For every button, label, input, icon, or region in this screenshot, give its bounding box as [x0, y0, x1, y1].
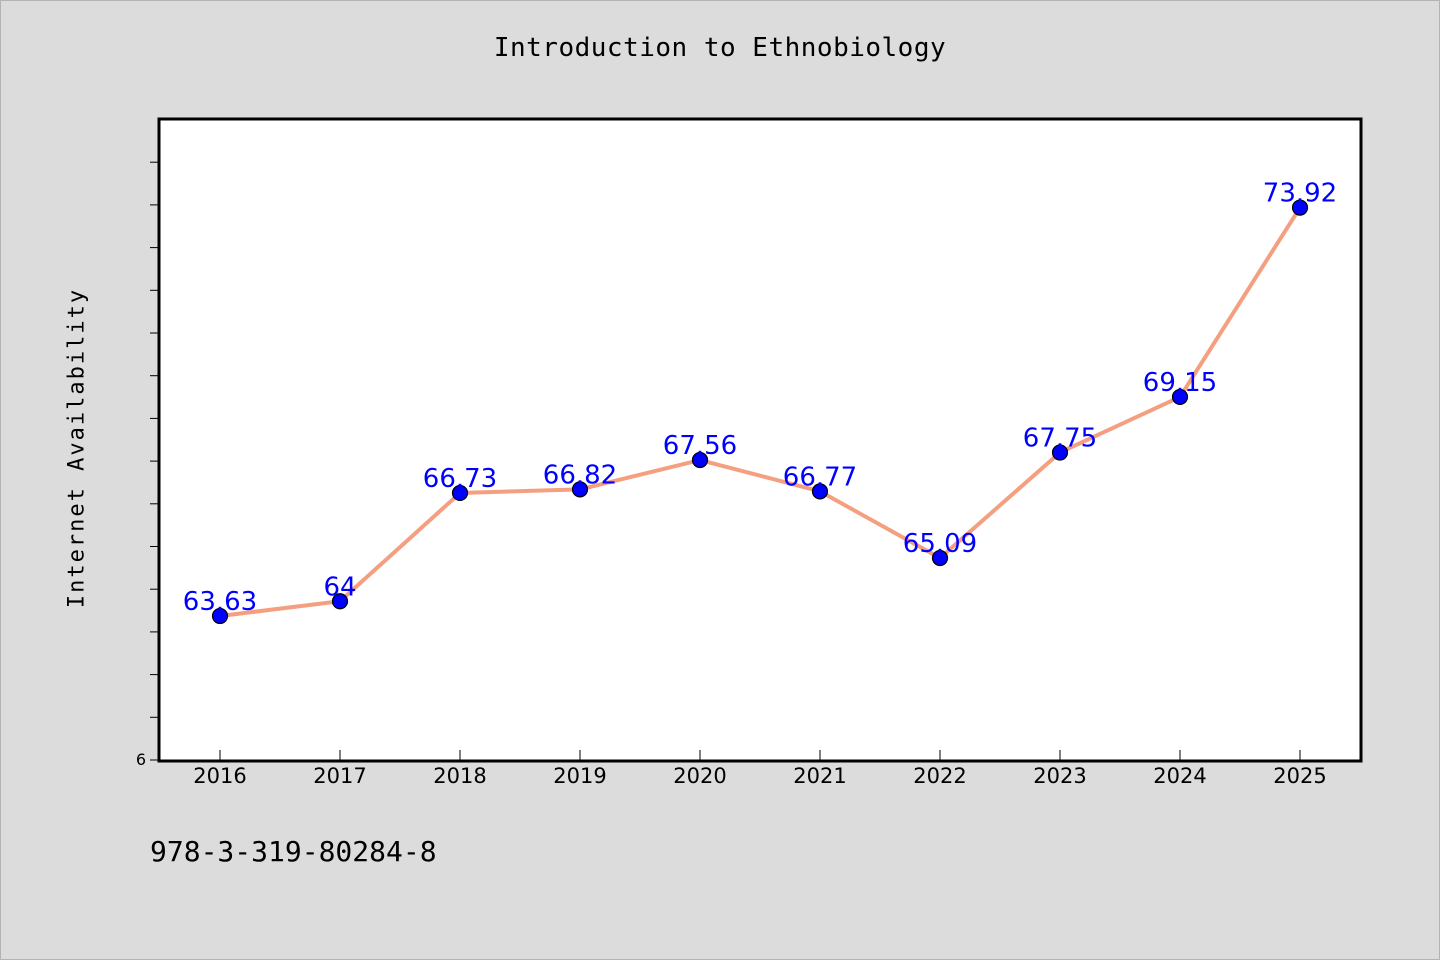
y-axis-ticks: 6: [136, 161, 160, 769]
data-point-marker: [931, 549, 949, 567]
x-tick-label: 2024: [1153, 764, 1206, 788]
series-line: [218, 205, 1302, 618]
x-tick-label: 2025: [1273, 764, 1326, 788]
data-point-marker: [691, 451, 709, 469]
data-label: 67.75: [1023, 423, 1097, 453]
data-point-marker: [1171, 388, 1189, 406]
x-tick-label: 2016: [193, 764, 246, 788]
data-point-marker: [571, 481, 589, 498]
data-point-marker: [1291, 199, 1309, 216]
data-label: 73.92: [1263, 179, 1337, 209]
data-label: 65.09: [903, 529, 977, 559]
series-line-group: [218, 205, 1302, 618]
data-label: 69.15: [1143, 368, 1217, 398]
y-tick-label: 6: [136, 750, 146, 769]
chart-title: Introduction to Ethnobiology: [493, 33, 947, 63]
x-tick-label: 2017: [313, 764, 366, 788]
data-label: 66.77: [783, 462, 857, 492]
data-label: 66.73: [423, 464, 497, 494]
x-tick-label: 2021: [793, 764, 846, 788]
data-point-marker: [331, 593, 349, 610]
data-label: 63.63: [183, 587, 257, 617]
marker-group: [211, 199, 1309, 625]
data-label-group: 63.63 64 66.73 66.82 67.56 66.77 65.09 67.75 69.…: [183, 179, 1337, 617]
plot-area: [157, 117, 1363, 763]
data-label: 67.56: [663, 431, 737, 461]
data-point-marker: [211, 607, 229, 625]
data-point-marker: [811, 483, 829, 500]
data-label: 66.82: [543, 460, 617, 490]
isbn-code: 978-3-319-80284-8: [150, 835, 437, 868]
x-tick-label: 2022: [913, 764, 966, 788]
data-point-marker: [1051, 444, 1069, 461]
x-tick-label: 2019: [553, 764, 606, 788]
x-tick-label: 2023: [1033, 764, 1086, 788]
x-tick-label: 2018: [433, 764, 486, 788]
x-tick-label: 2020: [673, 764, 726, 788]
x-axis-ticks: 2016 2017 2018 2019 2020 2021 2022 2023 2024 2025: [193, 750, 1327, 788]
data-point-marker: [451, 484, 469, 502]
data-label: 64: [323, 572, 356, 602]
